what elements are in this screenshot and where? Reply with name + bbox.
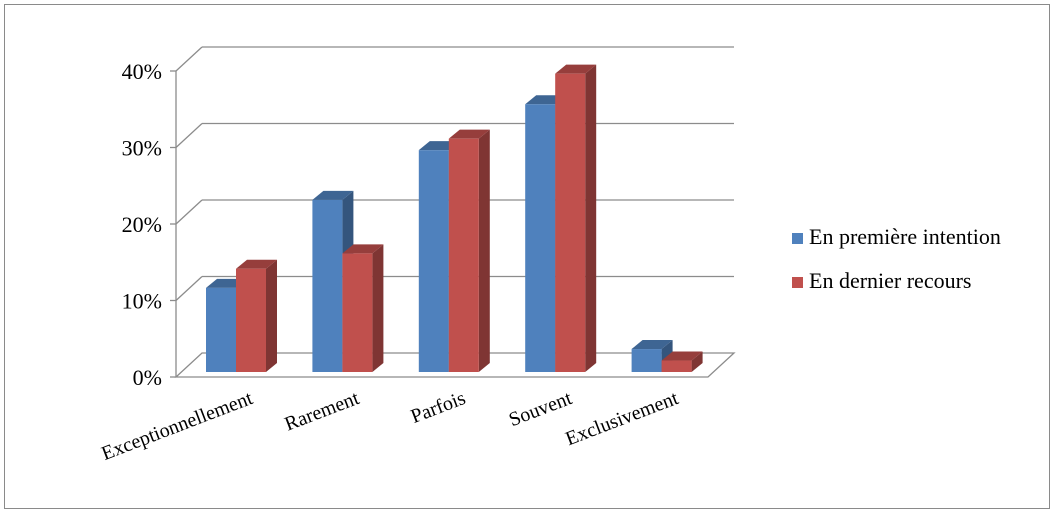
bar-side [691, 351, 703, 372]
bar-side [478, 129, 490, 372]
bar-front [661, 360, 692, 372]
bar [342, 244, 384, 372]
bar-front [448, 138, 479, 372]
bar-front [236, 268, 266, 372]
bar [555, 64, 597, 373]
y-tick-label: 40% [122, 59, 162, 84]
bar-top [312, 190, 354, 200]
bar-front [418, 150, 449, 372]
bar [448, 129, 490, 372]
gridline-side [175, 199, 203, 225]
gridline-side [175, 46, 203, 72]
bar-front [312, 199, 343, 372]
bars [206, 64, 703, 373]
x-tick-label: Parfois [408, 387, 469, 428]
y-tick-label: 0% [133, 365, 162, 390]
y-tick-label: 10% [122, 289, 162, 314]
bar-top [661, 351, 703, 361]
gridline-side [175, 276, 203, 301]
bar [236, 259, 277, 372]
bar-side [266, 259, 277, 372]
gridline-side [175, 123, 203, 148]
bar-top [631, 340, 673, 350]
bar-side [585, 64, 597, 373]
legend: En première intention En dernier recours [792, 224, 1001, 293]
x-tick-label: Souvent [506, 387, 576, 431]
bar-top [448, 129, 490, 139]
y-tick-label: 20% [122, 212, 162, 237]
bar [661, 351, 703, 372]
chart-floor [174, 352, 736, 378]
bar-front [555, 73, 586, 373]
x-tick-label: Exclusivement [563, 387, 682, 450]
x-tick-label: Exceptionnellement [99, 387, 257, 465]
y-tick-label: 30% [122, 136, 162, 161]
bar-top [555, 64, 597, 74]
bar [631, 340, 673, 372]
legend-swatch [792, 277, 803, 288]
bar-front [342, 253, 373, 372]
bar-top [342, 244, 384, 254]
x-tick-label: Rarement [282, 387, 363, 436]
legend-label: En première intention [809, 224, 1001, 249]
legend-swatch [792, 233, 803, 244]
bar-front [206, 287, 236, 372]
legend-item: En dernier recours [792, 268, 971, 293]
legend-item: En première intention [792, 224, 1001, 249]
bar-front [525, 104, 556, 372]
bar-top [236, 259, 277, 269]
legend-label: En dernier recours [809, 268, 971, 293]
bar-side [372, 244, 384, 372]
y-axis-ticks: 0% 10% 20% 30% 40% [122, 59, 162, 390]
bar-front [631, 349, 662, 372]
x-axis-labels: Exceptionnellement Rarement Parfois Souvent… [99, 387, 682, 465]
